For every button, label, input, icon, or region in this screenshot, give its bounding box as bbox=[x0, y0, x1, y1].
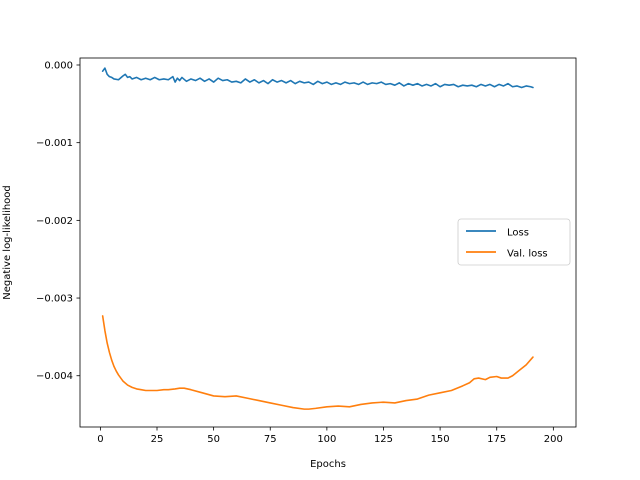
x-axis-label: Epochs bbox=[310, 459, 346, 470]
series-line-val-loss bbox=[101, 315, 534, 410]
x-tick-label: 50 bbox=[207, 434, 220, 445]
plot-lines bbox=[101, 67, 534, 410]
y-tick-label: −0.004 bbox=[36, 371, 73, 382]
x-tick-label: 125 bbox=[374, 434, 393, 445]
x-tick-label: 0 bbox=[97, 434, 103, 445]
x-axis: 0 25 50 75 100 125 150 175 200 bbox=[97, 427, 563, 445]
x-tick-label: 150 bbox=[431, 434, 450, 445]
plot-frame bbox=[79, 57, 577, 428]
y-tick-label: −0.001 bbox=[36, 138, 73, 149]
legend: Loss Val. loss bbox=[457, 218, 571, 266]
series-line-loss bbox=[101, 67, 534, 89]
y-tick-label: −0.002 bbox=[36, 216, 73, 227]
x-tick-label: 175 bbox=[487, 434, 506, 445]
y-tick-label: −0.003 bbox=[36, 294, 73, 305]
x-tick-label: 25 bbox=[151, 434, 164, 445]
y-axis-label: Negative log-likelihood bbox=[2, 185, 13, 300]
x-tick-label: 100 bbox=[317, 434, 336, 445]
legend-label-loss: Loss bbox=[507, 228, 529, 239]
x-tick-label: 200 bbox=[544, 434, 563, 445]
legend-label-val-loss: Val. loss bbox=[507, 249, 548, 260]
x-tick-label: 75 bbox=[264, 434, 277, 445]
y-tick-label: 0.000 bbox=[44, 60, 73, 71]
y-axis: 0.000 −0.001 −0.002 −0.003 −0.004 bbox=[36, 60, 80, 382]
